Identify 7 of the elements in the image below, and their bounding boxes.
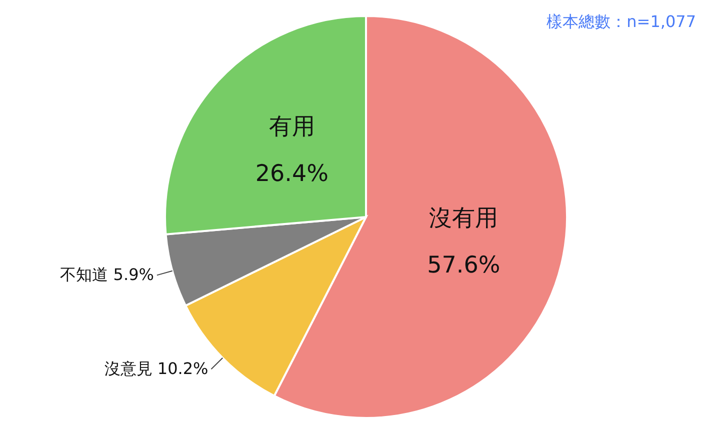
slice-label: 不知道 5.9%	[60, 265, 154, 284]
slice-label: 有用	[268, 114, 315, 140]
slice-label: 沒有用	[429, 206, 498, 232]
data-label: 26.4%	[255, 161, 328, 188]
slice-label: 沒意見 10.2%	[104, 359, 208, 378]
text: 樣本總數：n=1,077	[546, 12, 696, 31]
data-label: 57.6%	[427, 252, 500, 279]
